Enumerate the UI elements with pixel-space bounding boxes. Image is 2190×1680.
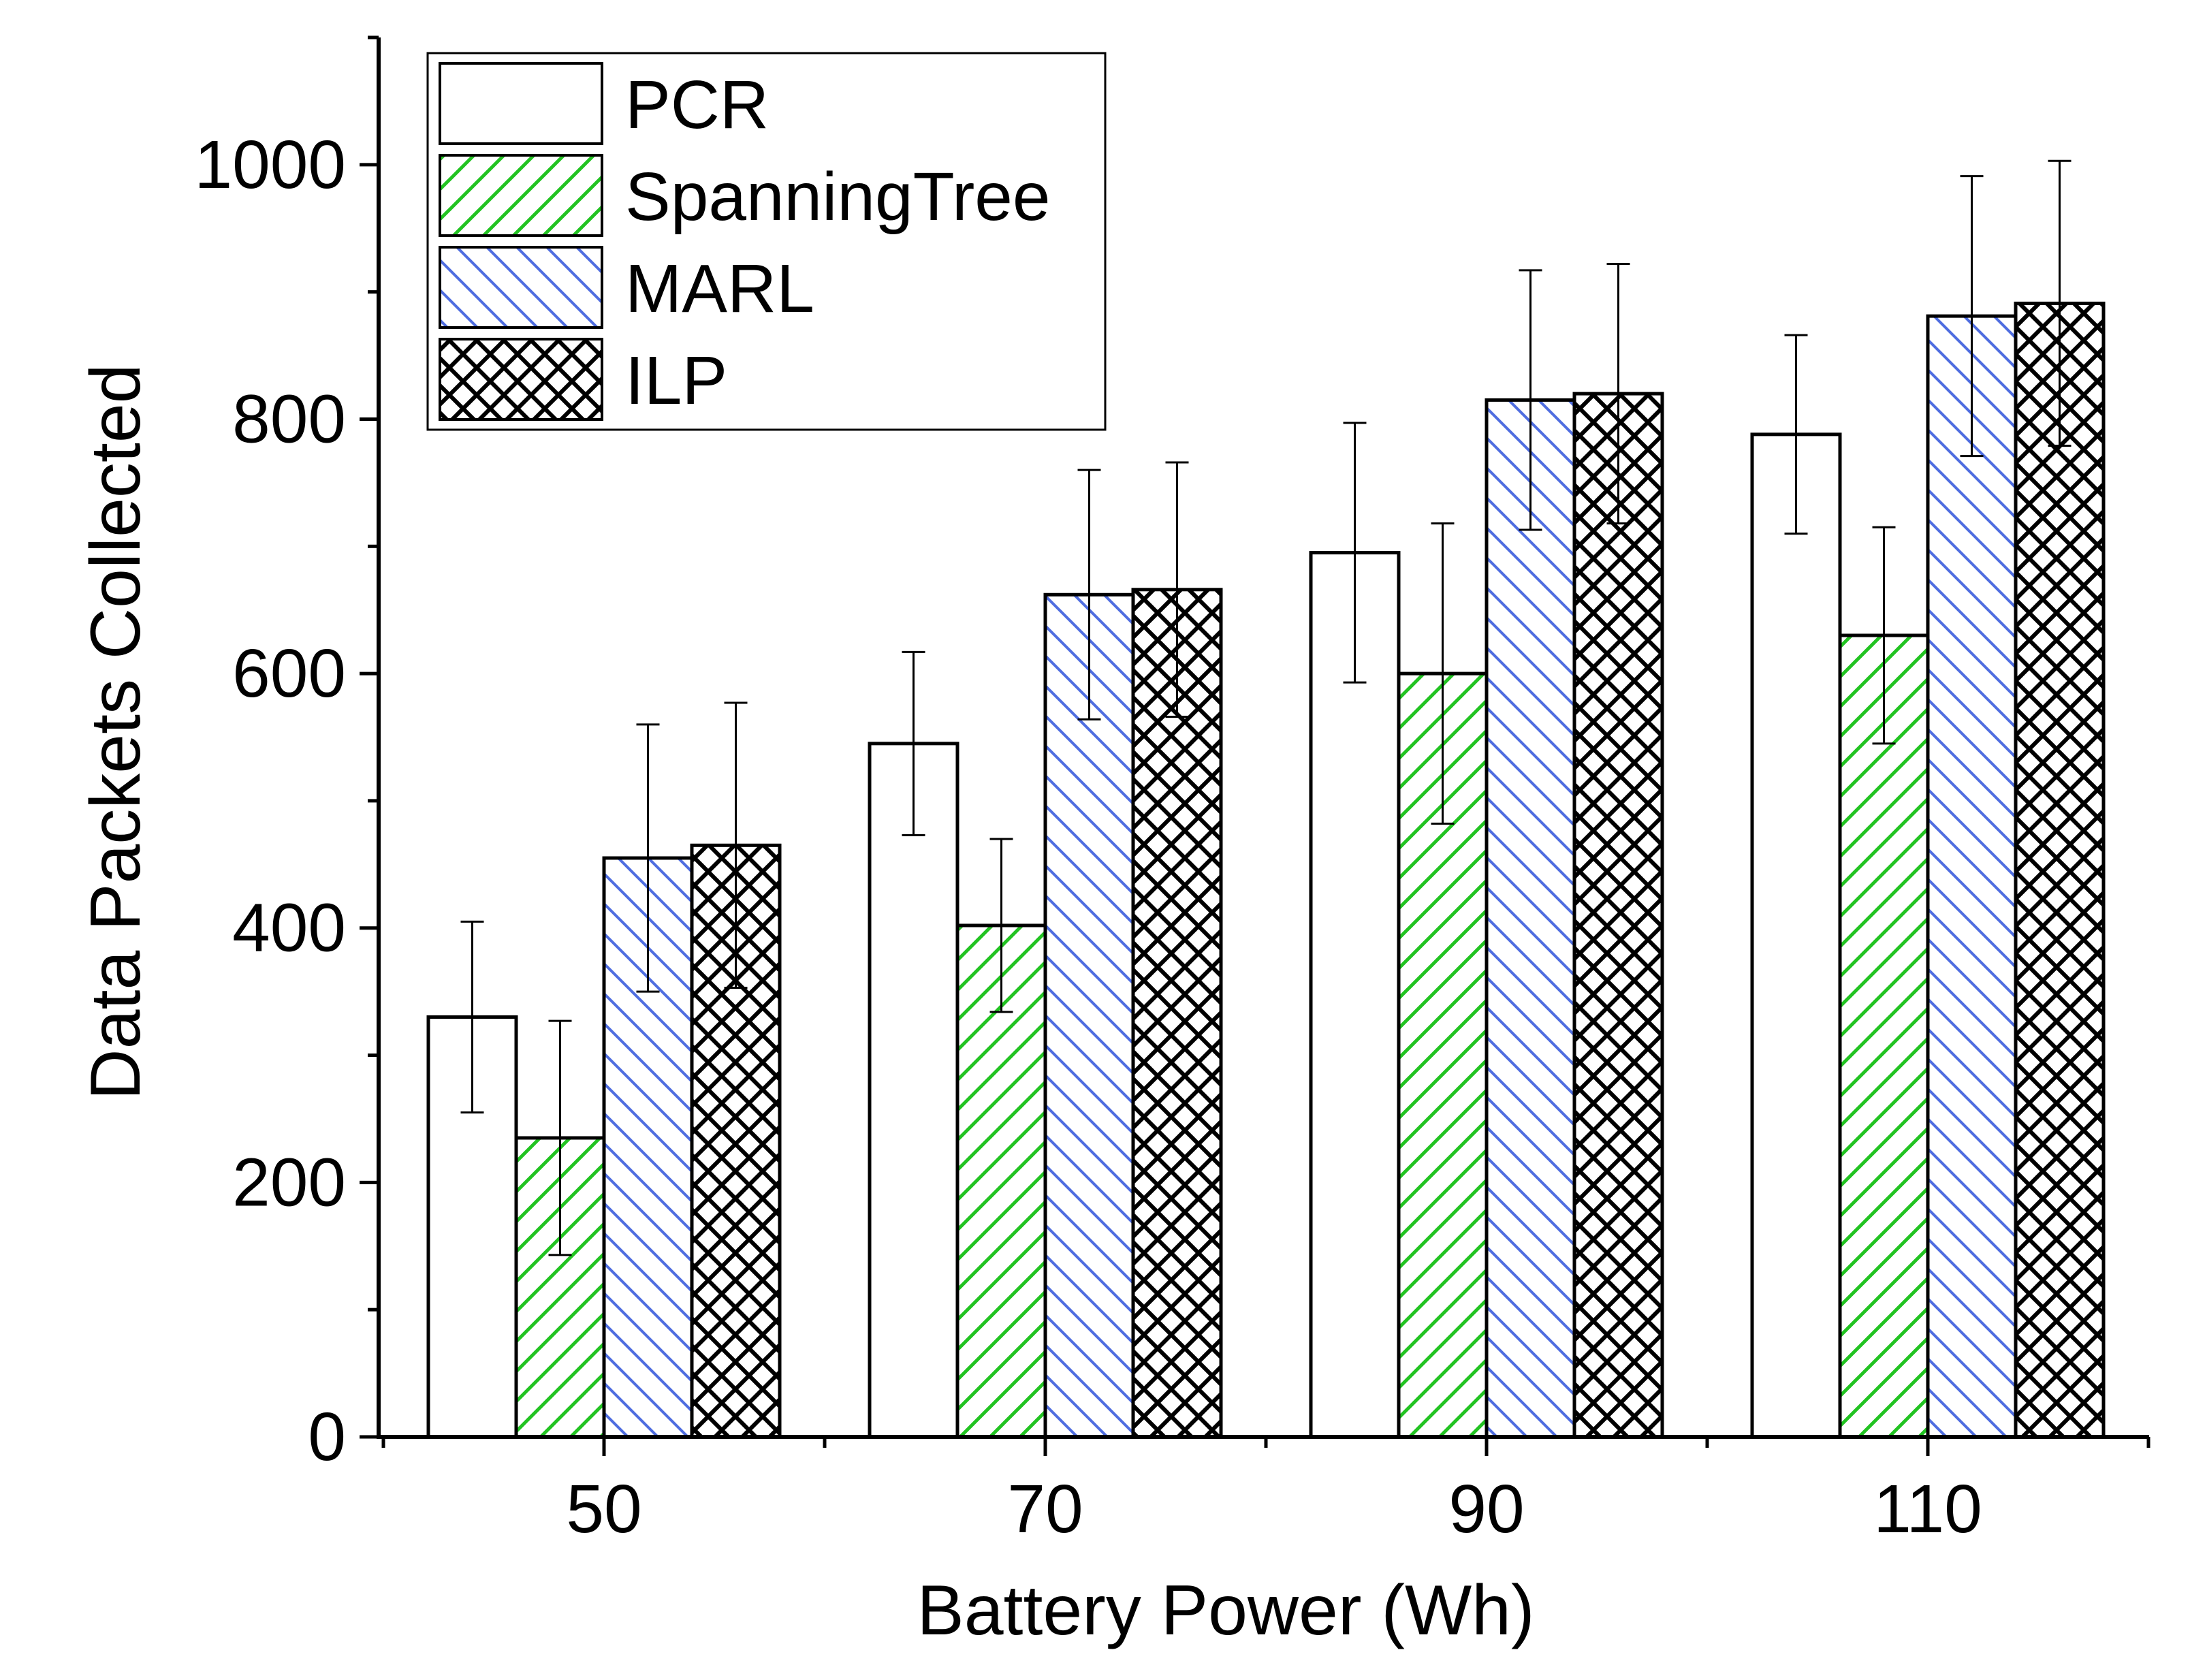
error-bar-ILP-70	[1165, 461, 1189, 718]
error-bar-ILP-50	[724, 701, 748, 989]
x-tick-label: 50	[566, 1471, 641, 1547]
x-tick-label: 90	[1448, 1471, 1524, 1547]
error-bar-SpanningTree-90	[1431, 522, 1455, 825]
error-bars-layer	[460, 159, 2072, 1256]
legend-swatch-MARL	[439, 246, 603, 329]
error-bar-PCR-70	[902, 650, 925, 836]
bar-ILP-90	[1572, 392, 1664, 1439]
legend-swatch-SpanningTree	[439, 154, 603, 237]
bar-MARL-70	[1043, 592, 1135, 1439]
y-tick-label: 200	[232, 1144, 346, 1220]
error-bar-MARL-50	[636, 723, 660, 993]
error-bar-SpanningTree-70	[989, 838, 1013, 1013]
axes-layer: 0 200 400 600 800 1000 50 70 90 110	[195, 35, 2151, 1547]
error-bar-SpanningTree-50	[548, 1019, 572, 1256]
error-bar-MARL-90	[1519, 269, 1542, 531]
bar-MARL-90	[1485, 398, 1576, 1439]
error-bar-MARL-70	[1077, 469, 1101, 720]
x-tick-label: 70	[1007, 1471, 1083, 1547]
legend-label-ILP: ILP	[625, 343, 727, 419]
bar-PCR-110	[1750, 432, 1842, 1439]
legend-label-MARL: MARL	[625, 251, 814, 327]
legend-swatch-PCR	[439, 62, 603, 145]
y-axis-label: Data Packets Collected	[76, 364, 155, 1100]
bar-ILP-110	[2014, 301, 2106, 1439]
legend: PCR SpanningTree MARL ILP	[426, 52, 1107, 431]
y-tick-label: 600	[232, 635, 346, 712]
bar-SpanningTree-110	[1838, 633, 1930, 1439]
bar-MARL-110	[1926, 314, 2018, 1439]
x-axis-label: Battery Power (Wh)	[917, 1571, 1534, 1650]
legend-label-PCR: PCR	[625, 67, 769, 143]
error-bar-ILP-90	[1606, 263, 1630, 525]
bar-PCR-70	[868, 742, 959, 1439]
y-tick-label: 800	[232, 381, 346, 457]
error-bar-PCR-90	[1343, 422, 1367, 684]
bars-layer	[426, 301, 2106, 1439]
y-tick-label: 0	[308, 1399, 346, 1475]
legend-label-SpanningTree: SpanningTree	[625, 159, 1051, 235]
x-tick-label: 110	[1873, 1471, 1982, 1547]
error-bar-MARL-110	[1960, 175, 1984, 458]
y-tick-label: 400	[232, 890, 346, 966]
error-bar-PCR-50	[460, 920, 484, 1114]
legend-swatch-ILP	[439, 338, 603, 421]
y-tick-label: 1000	[195, 127, 346, 203]
bar-PCR-90	[1309, 551, 1401, 1439]
error-bar-PCR-110	[1784, 334, 1808, 535]
error-bar-SpanningTree-110	[1872, 526, 1896, 745]
error-bar-ILP-110	[2048, 159, 2072, 447]
